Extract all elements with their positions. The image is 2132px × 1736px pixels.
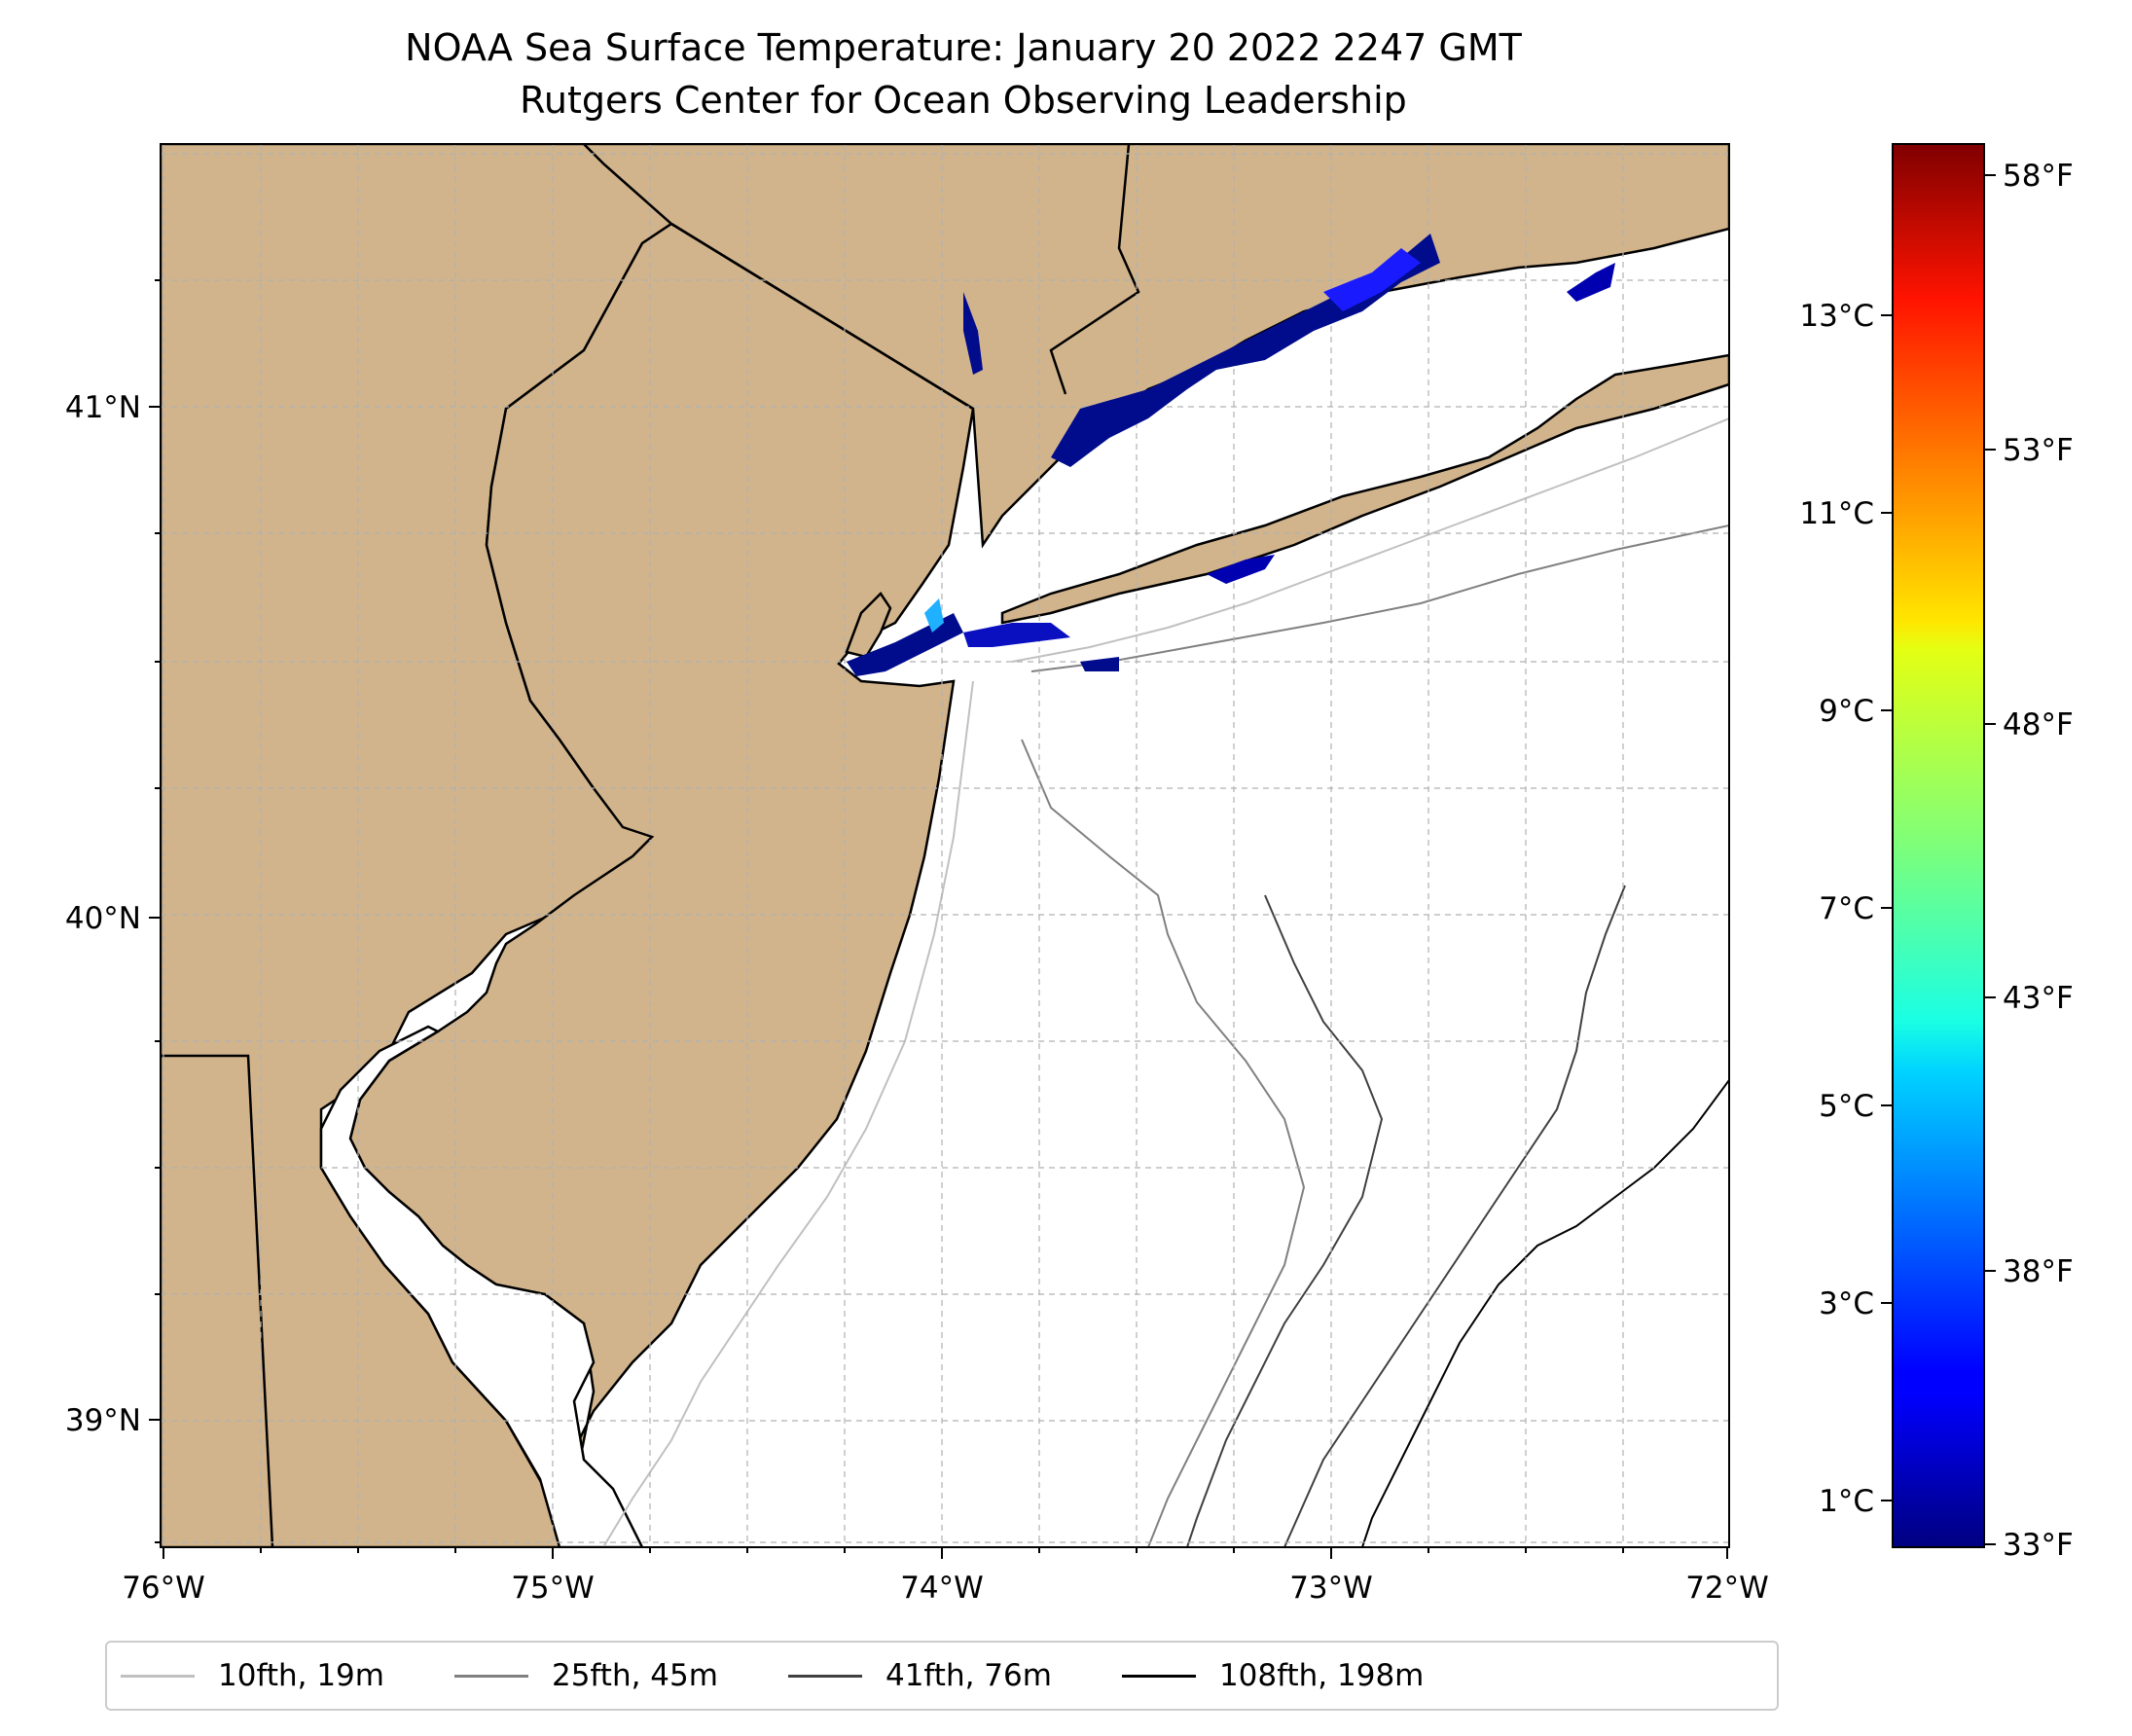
x-axis-ticks [163,1547,1728,1559]
legend-label: 10fth, 19m [218,1658,384,1693]
delaware-bay [319,1025,644,1547]
celsius-label: 9°C [1819,694,1874,729]
legend-item-108fth: 108fth, 198m [1121,1658,1425,1693]
fahrenheit-label: 43°F [2003,981,2074,1016]
fahrenheit-label: 38°F [2003,1254,2074,1289]
contour-10fth-li [1011,417,1729,663]
map-area [161,144,1729,1547]
contour-41fth-east [1283,885,1626,1547]
sst-jamaica-bay [963,623,1070,647]
celsius-label: 13°C [1799,299,1874,334]
gridlines [161,144,1729,1547]
y-axis-ticks [149,279,161,1543]
fahrenheit-label: 58°F [2003,159,2074,194]
y-tick-label: 40°N [65,901,141,936]
x-tick-label: 76°W [122,1571,205,1606]
border-ny-nj [670,222,974,411]
legend-swatch [121,1674,195,1678]
legend-item-25fth: 25fth, 45m [453,1658,718,1693]
legend-label: 25fth, 45m [551,1658,718,1693]
sst-sound-far-east [1567,263,1615,302]
legend-item-41fth: 41fth, 76m [787,1658,1052,1693]
x-tick-label: 72°W [1685,1571,1769,1606]
sst-raritan [1080,657,1119,671]
sst-ny-harbor-warm [924,598,944,633]
fahrenheit-label: 53°F [2003,433,2074,468]
celsius-label: 3°C [1819,1286,1874,1321]
legend-label: 41fth, 76m [885,1658,1052,1693]
legend-swatch [787,1674,862,1678]
contour-10fth [602,680,974,1547]
border-pa-nj [161,1054,274,1547]
y-tick-label: 39°N [65,1403,141,1438]
celsius-label: 7°C [1819,891,1874,926]
border-ny-ct [1049,144,1140,395]
map-frame [160,143,1730,1548]
contour-legend: 10fth, 19m 25fth, 45m 41fth, 76m 108fth,… [105,1641,1779,1711]
celsius-label: 5°C [1819,1089,1874,1124]
legend-label: 108fth, 198m [1218,1658,1425,1693]
contour-108fth [1361,1079,1729,1547]
contour-41fth [1186,894,1384,1547]
legend-swatch [453,1674,528,1678]
sst-south-shore [1207,555,1275,584]
sst-data [847,234,1615,676]
bathymetry-contours [602,417,1729,1547]
chart-subtitle: Rutgers Center for Ocean Observing Leade… [520,79,1407,122]
celsius-label: 1°C [1819,1484,1874,1519]
celsius-label: 11°C [1799,496,1874,531]
x-tick-label: 75°W [511,1571,595,1606]
sst-sound-east [1323,248,1421,311]
contour-25fth-north [1030,524,1729,672]
contour-25fth [1021,739,1306,1547]
x-tick-label: 73°W [1289,1571,1373,1606]
sst-hudson [963,292,983,375]
chart-title: NOAA Sea Surface Temperature: January 20… [405,26,1522,69]
colorbar [1892,143,1985,1548]
colorbar-ticks [1881,174,1996,1545]
fahrenheit-label: 33°F [2003,1528,2074,1563]
legend-item-10fth: 10fth, 19m [121,1658,384,1693]
legend-swatch [1121,1674,1196,1678]
fahrenheit-label: 48°F [2003,707,2074,742]
y-tick-label: 41°N [65,390,141,425]
x-tick-label: 74°W [900,1571,984,1606]
